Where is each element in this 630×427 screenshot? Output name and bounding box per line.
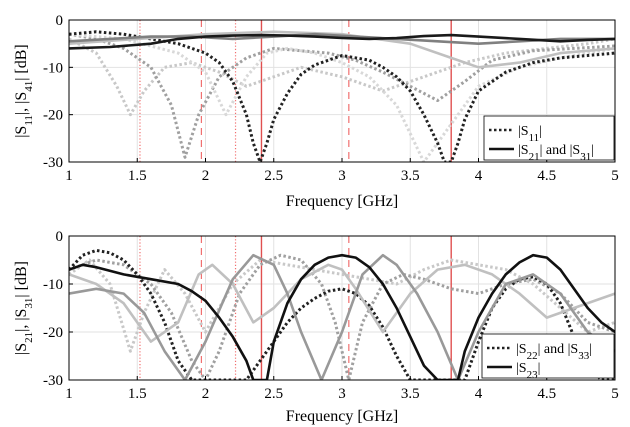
- x-tick-label: 1: [65, 168, 73, 184]
- y-tick-label: -30: [43, 373, 63, 389]
- x-tick-label: 4: [475, 168, 483, 184]
- series-line-7: [69, 33, 615, 50]
- series-line-1: [69, 37, 615, 117]
- series-group: [69, 30, 615, 162]
- x-tick-label: 3: [338, 386, 346, 402]
- x-tick-label: 2.5: [264, 386, 283, 402]
- x-tick-label: 2: [202, 168, 210, 184]
- series-line-5: [69, 253, 615, 380]
- x-tick-label: 5: [611, 386, 619, 402]
- y-axis-label: |S21|, |S31| [dB]: [13, 261, 35, 355]
- x-tick-label: 1: [65, 386, 73, 402]
- y-tick-label: -10: [43, 60, 63, 76]
- y-tick-label: -20: [43, 325, 63, 341]
- legend-entry-2: |S21| and |S31|: [518, 143, 594, 163]
- y-tick-label: -30: [43, 155, 63, 171]
- y-tick-label: 0: [56, 229, 64, 245]
- x-tick-label: 3: [338, 168, 346, 184]
- legend: |S22| and |S33||S23|: [481, 333, 615, 381]
- series-line-6: [69, 253, 615, 380]
- y-tick-label: -10: [43, 277, 63, 293]
- y-tick-label: -20: [43, 108, 63, 124]
- legend-entry-1: |S22| and |S33|: [516, 342, 592, 362]
- x-tick-label: 2.5: [264, 168, 283, 184]
- series-line-6: [69, 32, 615, 45]
- x-axis-label: Frequency [GHz]: [286, 193, 398, 210]
- legend-box: [481, 333, 615, 379]
- x-tick-label: 1.5: [128, 386, 147, 402]
- x-tick-label: 4: [475, 386, 483, 402]
- x-tick-label: 1.5: [128, 168, 147, 184]
- x-tick-label: 3.5: [401, 168, 420, 184]
- series-line-1: [69, 258, 615, 353]
- legend-entry-2: |S23|: [516, 361, 540, 381]
- series-group: [69, 248, 615, 380]
- legend: |S11||S21| and |S31|: [483, 115, 615, 163]
- x-tick-label: 5: [611, 168, 619, 184]
- x-axis-label: Frequency [GHz]: [286, 408, 398, 425]
- chart-panel-1: 1 1.5 2 2.5 3 3.5 4 4.5 5 0 -10 -20 -30 Frequency [GH…: [13, 13, 619, 210]
- y-tick-label: 0: [56, 13, 64, 29]
- legend-entry-1: |S11|: [518, 124, 542, 144]
- x-tick-label: 4.5: [537, 168, 556, 184]
- x-tick-label: 3.5: [401, 386, 420, 402]
- series-line-4: [69, 263, 615, 343]
- x-tick-label: 4.5: [537, 386, 556, 402]
- chart-panel-2: 1 1.5 2 2.5 3 3.5 4 4.5 5 0 -10 -20 -30 Frequency [GH…: [13, 229, 619, 425]
- legend-box: [483, 115, 615, 161]
- series-line-2: [69, 253, 615, 380]
- x-tick-label: 2: [202, 386, 210, 402]
- y-axis-label: |S11|, |S41| [dB]: [13, 44, 35, 138]
- series-line-4: [69, 30, 615, 162]
